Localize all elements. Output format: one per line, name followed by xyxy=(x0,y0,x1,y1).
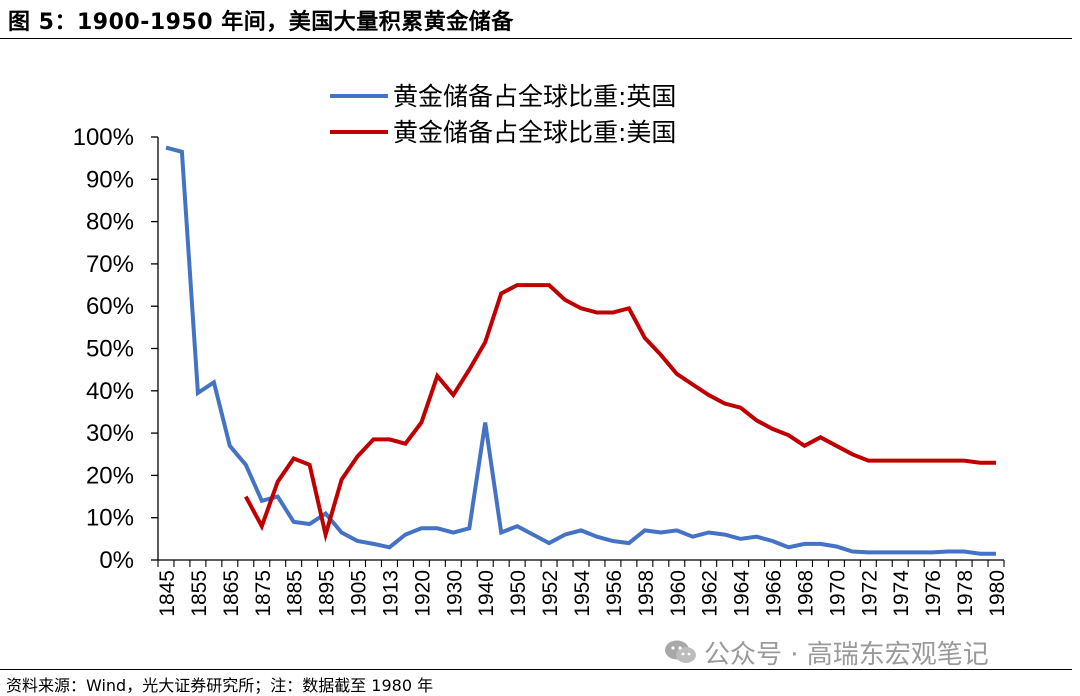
y-tick-label: 60% xyxy=(86,293,134,320)
x-tick-label: 1913 xyxy=(379,570,402,617)
y-tick-label: 10% xyxy=(86,505,134,532)
x-tick-label: 1974 xyxy=(890,570,913,617)
x-tick-label: 1952 xyxy=(539,570,562,617)
x-tick-label: 1978 xyxy=(954,570,977,617)
y-tick-label: 90% xyxy=(86,166,134,193)
x-tick-label: 1845 xyxy=(156,570,179,617)
x-tick-label: 1968 xyxy=(794,570,817,617)
y-tick-label: 80% xyxy=(86,209,134,236)
x-tick-label: 1885 xyxy=(284,570,307,617)
x-tick-label: 1980 xyxy=(986,570,1009,617)
series-line-uk xyxy=(165,145,996,556)
y-tick-label: 30% xyxy=(86,420,134,447)
y-tick-label: 0% xyxy=(99,547,134,574)
y-axis-ticks: 0% 10% 20% 30% 40% 50% 60% 70% 80% 90% 100% xyxy=(73,124,158,574)
x-tick-label: 1905 xyxy=(348,570,371,617)
x-tick-label: 1865 xyxy=(220,570,243,617)
x-tick-label: 1976 xyxy=(922,570,945,617)
x-tick-label: 1964 xyxy=(731,570,754,617)
x-tick-label: 1954 xyxy=(571,570,594,617)
x-tick-label: 1940 xyxy=(475,570,498,617)
y-tick-label: 40% xyxy=(86,378,134,405)
y-tick-label: 50% xyxy=(86,336,134,363)
y-tick-label: 100% xyxy=(73,124,134,151)
watermark: 公众号 · 高瑞东宏观笔记 xyxy=(664,634,989,670)
x-tick-label: 1962 xyxy=(699,570,722,617)
watermark-text: 公众号 · 高瑞东宏观笔记 xyxy=(704,639,989,670)
source-note: 资料来源：Wind，光大证券研究所；注：数据截至 1980 年 xyxy=(6,676,434,695)
x-tick-label: 1958 xyxy=(635,570,658,617)
x-tick-label: 1956 xyxy=(603,570,626,617)
x-tick-label: 1970 xyxy=(826,570,849,617)
y-tick-label: 20% xyxy=(86,462,134,489)
x-tick-label: 1930 xyxy=(443,570,466,617)
series-line-us xyxy=(244,283,996,543)
x-tick-label: 1895 xyxy=(316,570,339,617)
title-rule xyxy=(0,38,1072,39)
legend-label: 黄金储备占全球比重:英国 xyxy=(393,82,676,111)
chart-axes xyxy=(157,137,1004,561)
x-tick-label: 1920 xyxy=(411,570,434,617)
wechat-icon xyxy=(665,640,696,663)
x-tick-label: 1950 xyxy=(507,570,530,617)
legend-label: 黄金储备占全球比重:美国 xyxy=(393,118,676,147)
x-axis-ticks: 1845 1855 1865 1875 1885 1895 1905 1913 1920 1930… xyxy=(156,560,1009,617)
series-lines xyxy=(165,145,996,556)
x-tick-label: 1972 xyxy=(858,570,881,617)
source-rule xyxy=(0,669,1072,670)
x-tick-label: 1875 xyxy=(252,570,275,617)
figure-title: 图 5：1900-1950 年间，美国大量积累黄金储备 xyxy=(8,10,514,35)
x-tick-label: 1855 xyxy=(188,570,211,617)
y-tick-label: 70% xyxy=(86,251,134,278)
x-tick-label: 1960 xyxy=(667,570,690,617)
x-tick-label: 1966 xyxy=(763,570,786,617)
